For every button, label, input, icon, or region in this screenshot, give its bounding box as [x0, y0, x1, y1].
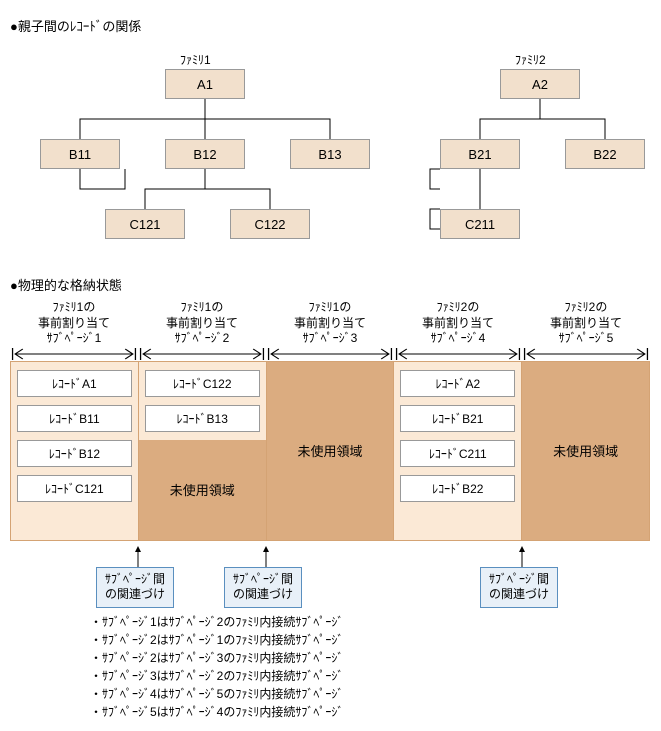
link-l1: ｻﾌﾞﾍﾟｰｼﾞ間 — [233, 572, 293, 586]
subpage-width-arrow — [266, 347, 394, 361]
record: ﾚｺｰﾄﾞB22 — [400, 475, 515, 502]
record: ﾚｺｰﾄﾞC122 — [145, 370, 260, 397]
unused-region: 未使用領域 — [267, 362, 394, 540]
record: ﾚｺｰﾄﾞB12 — [17, 440, 132, 467]
link-l1: ｻﾌﾞﾍﾟｰｼﾞ間 — [105, 572, 165, 586]
tree-diagram: ﾌｧﾐﾘ1 ﾌｧﾐﾘ2 A1 B11 B12 B13 C121 C122 A2 … — [10, 39, 650, 269]
link-box-3: ｻﾌﾞﾍﾟｰｼﾞ間 の関連づけ — [480, 567, 558, 608]
notes-list: ・ｻﾌﾞﾍﾟｰｼﾞ1はｻﾌﾞﾍﾟｰｼﾞ2のﾌｧﾐﾘ内接続ｻﾌﾞﾍﾟｰｼﾞ・ｻﾌﾞ… — [90, 613, 651, 721]
node-a2: A2 — [500, 69, 580, 99]
record: ﾚｺｰﾄﾞA1 — [17, 370, 132, 397]
subpage-width-arrow — [10, 347, 138, 361]
node-c211: C211 — [440, 209, 520, 239]
link-box-1: ｻﾌﾞﾍﾟｰｼﾞ間 の関連づけ — [96, 567, 174, 608]
subpage-width-arrow — [394, 347, 522, 361]
unused-region: 未使用領域 — [522, 362, 649, 540]
family1-label: ﾌｧﾐﾘ1 — [180, 51, 211, 68]
note-line: ・ｻﾌﾞﾍﾟｰｼﾞ4はｻﾌﾞﾍﾟｰｼﾞ5のﾌｧﾐﾘ内接続ｻﾌﾞﾍﾟｰｼﾞ — [90, 685, 651, 703]
link-l2: の関連づけ — [233, 587, 293, 601]
node-a1: A1 — [165, 69, 245, 99]
node-b12: B12 — [165, 139, 245, 169]
node-b13: B13 — [290, 139, 370, 169]
subpage-width-arrow — [138, 347, 266, 361]
subpage-header: ﾌｧﾐﾘ2の事前割り当てｻﾌﾞﾍﾟｰｼﾞ5 — [522, 298, 650, 347]
subpage-cell: ﾚｺｰﾄﾞA2 ﾚｺｰﾄﾞB21 ﾚｺｰﾄﾞC211 ﾚｺｰﾄﾞB22 — [394, 362, 522, 540]
subpage-cell: 未使用領域 — [267, 362, 395, 540]
record: ﾚｺｰﾄﾞB11 — [17, 405, 132, 432]
node-b11: B11 — [40, 139, 120, 169]
subpage-header: ﾌｧﾐﾘ1の事前割り当てｻﾌﾞﾍﾟｰｼﾞ3 — [266, 298, 394, 347]
link-box-2: ｻﾌﾞﾍﾟｰｼﾞ間 の関連づけ — [224, 567, 302, 608]
record: ﾚｺｰﾄﾞC121 — [17, 475, 132, 502]
link-l2: の関連づけ — [105, 587, 165, 601]
note-line: ・ｻﾌﾞﾍﾟｰｼﾞ2はｻﾌﾞﾍﾟｰｼﾞ3のﾌｧﾐﾘ内接続ｻﾌﾞﾍﾟｰｼﾞ — [90, 649, 651, 667]
subpage-cell: 未使用領域 — [522, 362, 649, 540]
unused-region: 未使用領域 — [139, 440, 266, 540]
note-line: ・ｻﾌﾞﾍﾟｰｼﾞ1はｻﾌﾞﾍﾟｰｼﾞ2のﾌｧﾐﾘ内接続ｻﾌﾞﾍﾟｰｼﾞ — [90, 613, 651, 631]
node-c122: C122 — [230, 209, 310, 239]
subpage-header: ﾌｧﾐﾘ2の事前割り当てｻﾌﾞﾍﾟｰｼﾞ4 — [394, 298, 522, 347]
heading-storage: ●物理的な格納状態 — [10, 275, 651, 294]
note-line: ・ｻﾌﾞﾍﾟｰｼﾞ3はｻﾌﾞﾍﾟｰｼﾞ2のﾌｧﾐﾘ内接続ｻﾌﾞﾍﾟｰｼﾞ — [90, 667, 651, 685]
subpage-header: ﾌｧﾐﾘ1の事前割り当てｻﾌﾞﾍﾟｰｼﾞ1 — [10, 298, 138, 347]
subpage-header: ﾌｧﾐﾘ1の事前割り当てｻﾌﾞﾍﾟｰｼﾞ2 — [138, 298, 266, 347]
subpage-links: ｻﾌﾞﾍﾟｰｼﾞ間 の関連づけ ｻﾌﾞﾍﾟｰｼﾞ間 の関連づけ ｻﾌﾞﾍﾟｰｼﾞ… — [10, 545, 650, 601]
node-b21: B21 — [440, 139, 520, 169]
node-b22: B22 — [565, 139, 645, 169]
record: ﾚｺｰﾄﾞB13 — [145, 405, 260, 432]
link-l1: ｻﾌﾞﾍﾟｰｼﾞ間 — [489, 572, 549, 586]
subpage-width-arrow — [522, 347, 650, 361]
record: ﾚｺｰﾄﾞB21 — [400, 405, 515, 432]
node-c121: C121 — [105, 209, 185, 239]
family2-label: ﾌｧﾐﾘ2 — [515, 51, 546, 68]
subpage-cell: ﾚｺｰﾄﾞA1 ﾚｺｰﾄﾞB11 ﾚｺｰﾄﾞB12 ﾚｺｰﾄﾞC121 — [11, 362, 139, 540]
note-line: ・ｻﾌﾞﾍﾟｰｼﾞ2はｻﾌﾞﾍﾟｰｼﾞ1のﾌｧﾐﾘ内接続ｻﾌﾞﾍﾟｰｼﾞ — [90, 631, 651, 649]
storage-diagram: ﾌｧﾐﾘ1の事前割り当てｻﾌﾞﾍﾟｰｼﾞ1ﾌｧﾐﾘ1の事前割り当てｻﾌﾞﾍﾟｰｼ… — [10, 298, 650, 541]
record: ﾚｺｰﾄﾞA2 — [400, 370, 515, 397]
link-l2: の関連づけ — [489, 587, 549, 601]
heading-relations: ●親子間のﾚｺｰﾄﾞの関係 — [10, 16, 651, 35]
note-line: ・ｻﾌﾞﾍﾟｰｼﾞ5はｻﾌﾞﾍﾟｰｼﾞ4のﾌｧﾐﾘ内接続ｻﾌﾞﾍﾟｰｼﾞ — [90, 703, 651, 721]
subpage-cell: ﾚｺｰﾄﾞC122 ﾚｺｰﾄﾞB13 未使用領域 — [139, 362, 267, 540]
record: ﾚｺｰﾄﾞC211 — [400, 440, 515, 467]
